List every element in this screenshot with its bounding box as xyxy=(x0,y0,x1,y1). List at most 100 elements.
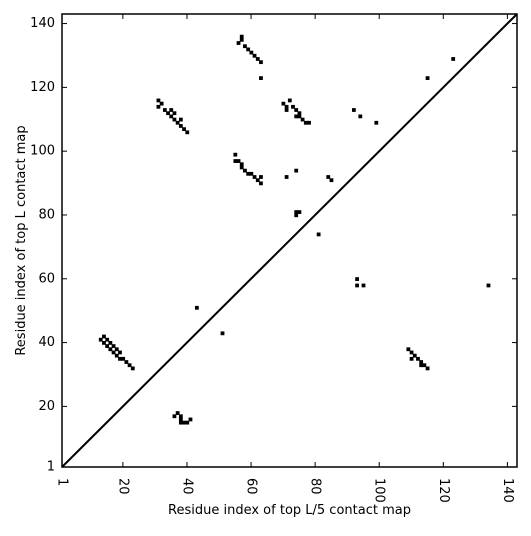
contact-point xyxy=(316,232,321,237)
contact-point xyxy=(281,101,286,106)
contact-point xyxy=(284,175,289,179)
contact-point xyxy=(249,50,254,55)
contact-point xyxy=(243,44,247,49)
x-tick-label: 100 xyxy=(372,478,387,503)
y-tick-label: 60 xyxy=(38,271,55,286)
contact-point xyxy=(294,114,299,119)
contact-point xyxy=(284,108,289,112)
contact-point xyxy=(175,411,180,415)
contact-point xyxy=(156,98,161,103)
contact-point xyxy=(294,168,299,173)
contact-point xyxy=(358,114,363,119)
contact-point xyxy=(300,117,305,122)
y-tick-label: 1 xyxy=(47,460,55,475)
contact-point xyxy=(159,101,164,106)
contact-point xyxy=(259,60,263,65)
contact-point xyxy=(246,171,251,176)
contact-point xyxy=(118,350,122,355)
plot-frame xyxy=(61,13,518,468)
x-axis-ticks: 1 20 40 60 80 100 120 140 xyxy=(55,14,515,503)
contact-point xyxy=(416,356,420,361)
contact-point xyxy=(252,175,257,179)
contact-point xyxy=(178,117,183,122)
contact-point xyxy=(239,37,244,42)
contact-point xyxy=(102,334,106,339)
x-axis-label: Residue index of top L/5 contact map xyxy=(168,503,411,518)
contact-point xyxy=(121,356,126,361)
y-tick-label: 40 xyxy=(38,335,55,350)
y-tick-label: 100 xyxy=(30,144,55,159)
contact-point xyxy=(114,353,119,358)
contact-point xyxy=(102,340,106,345)
contact-point xyxy=(294,213,299,218)
contact-point xyxy=(294,108,299,112)
contact-point xyxy=(162,108,167,112)
x-tick-label: 60 xyxy=(244,478,259,495)
contact-point xyxy=(246,47,251,52)
contact-point xyxy=(451,57,456,61)
contact-point xyxy=(243,168,247,173)
contact-point xyxy=(172,111,177,116)
contact-point xyxy=(252,53,257,58)
contact-point xyxy=(329,178,334,183)
x-tick-label: 80 xyxy=(308,478,323,495)
contact-point xyxy=(239,162,244,167)
contact-point xyxy=(156,104,161,109)
x-tick-label: 140 xyxy=(500,478,515,503)
contact-point xyxy=(419,360,424,364)
contact-point xyxy=(236,159,241,163)
contact-point xyxy=(233,159,238,163)
contact-point xyxy=(105,337,110,342)
contact-point xyxy=(422,363,427,368)
y-axis-label: Residue index of top L contact map xyxy=(14,125,29,355)
contact-point xyxy=(303,120,308,125)
contact-point xyxy=(355,283,359,288)
x-tick-label: 120 xyxy=(436,478,451,503)
contact-point xyxy=(419,363,424,368)
contact-point xyxy=(166,111,170,116)
contact-point xyxy=(236,41,241,45)
contact-point xyxy=(130,366,135,371)
contact-point xyxy=(178,414,183,419)
contact-point xyxy=(220,331,225,336)
y-tick-label: 20 xyxy=(38,399,55,414)
contact-point xyxy=(169,108,174,112)
contact-point xyxy=(259,181,263,186)
contact-point xyxy=(111,344,116,348)
contact-point xyxy=(409,350,414,355)
contact-point xyxy=(297,210,302,214)
contact-point xyxy=(118,356,122,361)
contact-point xyxy=(178,420,183,425)
contact-point xyxy=(291,104,295,109)
contact-point xyxy=(182,127,186,132)
y-tick-label: 80 xyxy=(38,207,55,222)
contact-point xyxy=(185,130,190,135)
contact-point xyxy=(259,175,263,179)
contact-point xyxy=(169,114,174,119)
contact-point xyxy=(297,111,302,116)
contact-point xyxy=(105,344,110,348)
contact-point xyxy=(287,98,292,103)
contact-point xyxy=(233,152,238,157)
contact-point xyxy=(294,210,299,214)
contact-point xyxy=(412,353,417,358)
contact-point xyxy=(486,283,491,288)
contact-point xyxy=(114,347,119,352)
contact-point xyxy=(355,277,359,281)
contact-point xyxy=(425,366,430,371)
contact-point xyxy=(194,305,199,310)
contact-point xyxy=(425,76,430,80)
contact-point xyxy=(188,417,193,422)
diagonal-line xyxy=(61,13,518,468)
contact-point xyxy=(406,347,411,352)
contact-point xyxy=(172,117,177,122)
contact-point xyxy=(127,363,132,368)
contact-point xyxy=(111,350,116,355)
contact-point xyxy=(409,356,414,361)
contact-point xyxy=(108,340,113,345)
points-layer xyxy=(98,34,491,425)
contact-point xyxy=(284,104,289,109)
